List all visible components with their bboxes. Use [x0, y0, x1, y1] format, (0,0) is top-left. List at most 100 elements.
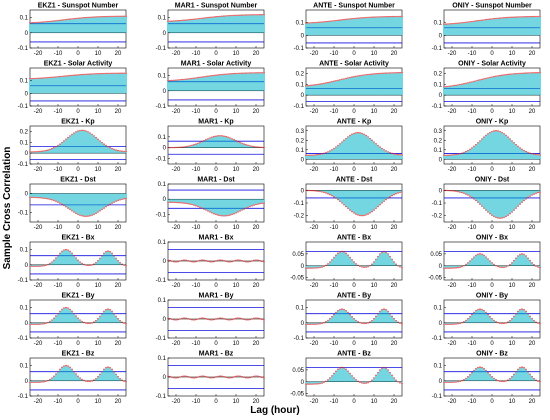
correlation-point	[499, 130, 501, 133]
correlation-point	[497, 130, 499, 132]
correlation-point	[39, 77, 41, 79]
correlation-point	[241, 375, 243, 378]
correlation-point	[319, 190, 321, 193]
correlation-point	[251, 376, 253, 378]
correlation-point	[209, 75, 211, 77]
correlation-point	[531, 72, 533, 74]
x-tick-label: 10	[95, 109, 102, 115]
correlation-point	[49, 20, 51, 23]
correlation-point	[249, 145, 251, 147]
correlation-point	[325, 192, 327, 194]
correlation-point	[259, 318, 261, 320]
correlation-point	[81, 73, 83, 76]
correlation-point	[245, 14, 247, 16]
x-tick-label: -10	[330, 399, 339, 405]
correlation-point	[257, 146, 259, 148]
correlation-point	[355, 75, 357, 78]
correlation-point	[225, 15, 227, 17]
panel: MAR1 - Sunspot Number-20 -10 0 10 200.10-0.1	[156, 3, 265, 57]
correlation-point	[119, 262, 121, 264]
correlation-point	[337, 310, 339, 312]
x-tick-label: -20	[34, 51, 43, 57]
correlation-point	[503, 266, 505, 269]
correlation-point	[51, 76, 53, 79]
correlation-point	[31, 381, 33, 384]
correlation-point	[231, 213, 233, 216]
x-tick-label: 20	[115, 167, 122, 173]
y-tick-label: -0.1	[432, 394, 443, 400]
x-tick-label: -20	[310, 109, 319, 115]
correlation-point	[535, 379, 537, 381]
x-tick-label: -10	[54, 225, 63, 231]
correlation-point	[205, 317, 207, 320]
correlation-point	[53, 76, 55, 78]
correlation-point	[447, 323, 449, 326]
correlation-point	[175, 319, 177, 321]
correlation-point	[519, 72, 521, 75]
correlation-point	[121, 72, 123, 74]
panel: EKZ1 - Sunspot Number-20 -10 0 10 200.10-0.1	[18, 3, 127, 57]
correlation-point	[195, 376, 197, 379]
correlation-point	[51, 147, 53, 150]
correlation-point	[477, 253, 479, 255]
correlation-point	[233, 213, 235, 215]
correlation-point	[503, 17, 505, 19]
correlation-point	[511, 211, 513, 213]
correlation-point	[31, 22, 33, 24]
correlation-point	[187, 19, 189, 21]
correlation-point	[209, 211, 211, 213]
correlation-point	[89, 16, 91, 19]
correlation-point	[401, 15, 403, 18]
correlation-point	[349, 256, 351, 259]
correlation-point	[325, 152, 327, 154]
correlation-point	[493, 75, 495, 78]
x-tick-label: 0	[490, 225, 494, 231]
x-tick-label: 0	[76, 167, 80, 173]
correlation-point	[189, 260, 191, 263]
correlation-point	[221, 15, 223, 17]
correlation-point	[167, 375, 169, 377]
correlation-point	[97, 318, 99, 320]
correlation-point	[377, 313, 379, 315]
correlation-point	[225, 73, 227, 75]
correlation-point	[353, 132, 355, 135]
correlation-point	[207, 75, 209, 77]
correlation-point	[489, 213, 491, 215]
correlation-point	[193, 204, 195, 206]
correlation-point	[199, 17, 201, 20]
correlation-point	[43, 323, 45, 325]
y-tick-label: -0.05	[290, 276, 304, 282]
correlation-point	[391, 15, 393, 18]
y-tick-label: 0	[301, 264, 305, 270]
correlation-point	[329, 377, 331, 379]
correlation-point	[195, 205, 197, 207]
correlation-point	[87, 16, 89, 19]
x-tick-label: -10	[54, 341, 63, 347]
correlation-point	[221, 73, 223, 76]
y-tick-label: 0	[301, 33, 305, 39]
correlation-point	[513, 259, 515, 262]
correlation-point	[455, 22, 457, 25]
x-tick-label: 0	[352, 399, 356, 405]
correlation-point	[87, 131, 89, 133]
panel: EKZ1 - By-20 -10 0 10 200.10-0.1	[18, 293, 127, 347]
correlation-point	[355, 263, 357, 265]
y-tick-label: 0.2	[434, 138, 443, 144]
x-tick-label: -10	[468, 51, 477, 57]
correlation-point	[315, 323, 317, 325]
correlation-point	[445, 323, 447, 326]
correlation-point	[239, 72, 241, 75]
correlation-point	[345, 310, 347, 312]
correlation-point	[111, 72, 113, 75]
correlation-point	[501, 74, 503, 76]
correlation-point	[377, 205, 379, 208]
correlation-point	[45, 77, 47, 79]
correlation-point	[321, 382, 323, 384]
panel-title: ONIY - Bz	[476, 351, 508, 358]
correlation-point	[371, 210, 373, 213]
correlation-point	[45, 197, 47, 200]
correlation-point	[109, 203, 111, 205]
x-tick-label: -20	[448, 283, 457, 289]
correlation-point	[87, 215, 89, 217]
correlation-point	[501, 217, 503, 219]
